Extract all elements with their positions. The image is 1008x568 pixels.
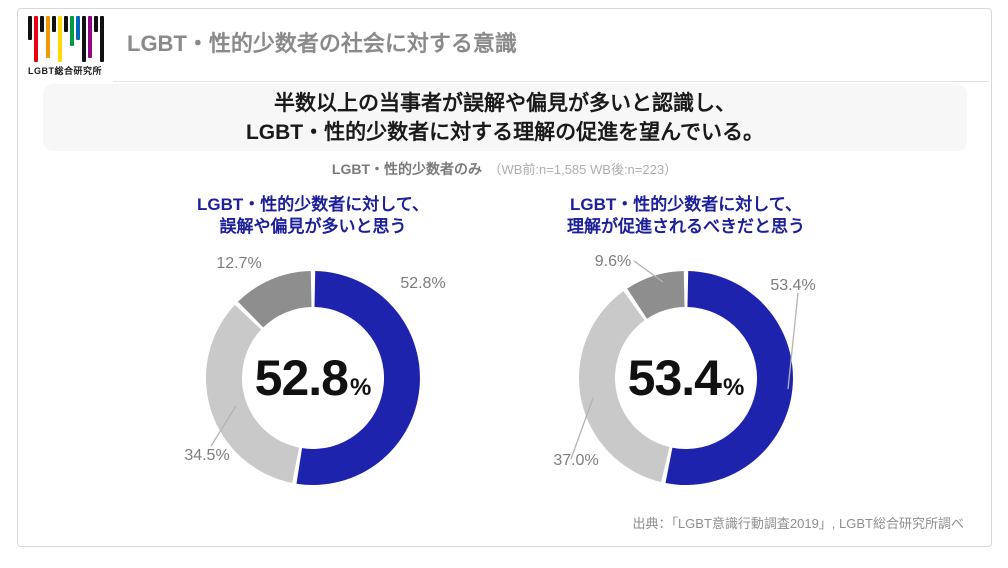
donut-segments <box>206 271 420 485</box>
donut-segments <box>578 271 793 485</box>
logo-bar <box>28 16 32 40</box>
chart-title-right-line1: LGBT・性的少数者に対して、 <box>570 195 802 214</box>
donut-segment <box>578 291 670 483</box>
rainbow-barcode-icon <box>28 16 124 62</box>
segment-label-darkgray-right: 9.6% <box>594 253 632 270</box>
donut-segment <box>665 271 793 485</box>
sample-group-label: LGBT・性的少数者のみ <box>331 161 483 177</box>
center-percent-sign: % <box>349 374 372 401</box>
chart-title-right-line2: 理解が促進されるべきだと思う <box>567 217 805 236</box>
sample-note: LGBT・性的少数者のみ （WB前:n=1,585 WB後:n=223） <box>18 159 991 179</box>
donut-center-value-left: 52.8% <box>255 349 372 407</box>
logo-bar <box>58 16 62 62</box>
donut-ring-left <box>206 271 420 485</box>
key-message-line2: LGBT・性的少数者に対する理解の促進を望んでいる。 <box>245 120 765 144</box>
logo-bar <box>76 16 80 40</box>
chart-title-left: LGBT・性的少数者に対して、 誤解や偏見が多いと思う <box>133 194 493 238</box>
segment-label-darkgray-left: 12.7% <box>216 255 262 272</box>
center-percent-sign: % <box>722 374 745 401</box>
logo-bar <box>46 16 50 58</box>
logo: LGBT総合研究所 <box>28 16 124 77</box>
leader-line-lightgray-right <box>570 397 594 460</box>
segment-label-lightgray-right: 37.0% <box>553 452 599 469</box>
donut-segment <box>237 271 312 328</box>
donut-chart-misunderstanding: LGBT・性的少数者に対して、 誤解や偏見が多いと思う 52.8% 52.8% … <box>133 191 493 521</box>
center-number: 52.8 <box>254 350 349 406</box>
logo-caption: LGBT総合研究所 <box>28 66 102 76</box>
chart-title-right: LGBT・性的少数者に対して、 理解が促進されるべきだと思う <box>506 194 866 238</box>
logo-bar <box>82 16 86 62</box>
chart-title-left-line1: LGBT・性的少数者に対して、 <box>197 195 429 214</box>
chart-title-left-line2: 誤解や偏見が多いと思う <box>219 217 407 236</box>
donut-segment <box>627 271 685 319</box>
source-note: 出典：「LGBT意識行動調査2019」, LGBT総合研究所調べ <box>632 516 964 531</box>
center-number: 53.4 <box>627 350 722 406</box>
logo-bar <box>52 16 56 32</box>
donut-center-value-right: 53.4% <box>628 349 745 407</box>
logo-bar <box>40 16 44 32</box>
segment-label-blue-right: 53.4% <box>770 277 816 294</box>
key-message-banner: 半数以上の当事者が誤解や偏見が多いと認識し、 LGBT・性的少数者に対する理解の… <box>43 84 967 151</box>
logo-bar <box>88 16 92 58</box>
leader-line-blue-right <box>787 292 799 390</box>
donut-segment <box>296 271 420 485</box>
leader-line-lightgray-left <box>210 405 237 447</box>
sample-size-note: （WB前:n=1,585 WB後:n=223） <box>488 162 678 177</box>
header-divider <box>113 81 989 82</box>
logo-bar <box>34 16 38 62</box>
key-message-line1: 半数以上の当事者が誤解や偏見が多いと認識し、 <box>274 91 736 115</box>
logo-bar <box>94 16 98 32</box>
logo-bar <box>64 16 68 32</box>
segment-label-blue-left: 52.8% <box>400 275 446 292</box>
slide-card: LGBT総合研究所 LGBT・性的少数者の社会に対する意識 半数以上の当事者が誤… <box>17 8 992 547</box>
segment-label-lightgray-left: 34.5% <box>184 447 230 464</box>
donut-segment <box>206 304 300 483</box>
donut-ring-right <box>570 260 799 485</box>
page-title: LGBT・性的少数者の社会に対する意識 <box>127 31 517 56</box>
leader-line-darkgray-right <box>633 260 664 283</box>
logo-bar <box>100 16 104 62</box>
donut-chart-understanding: LGBT・性的少数者に対して、 理解が促進されるべきだと思う 53.4% 53.… <box>506 191 866 521</box>
logo-bar <box>70 16 74 46</box>
